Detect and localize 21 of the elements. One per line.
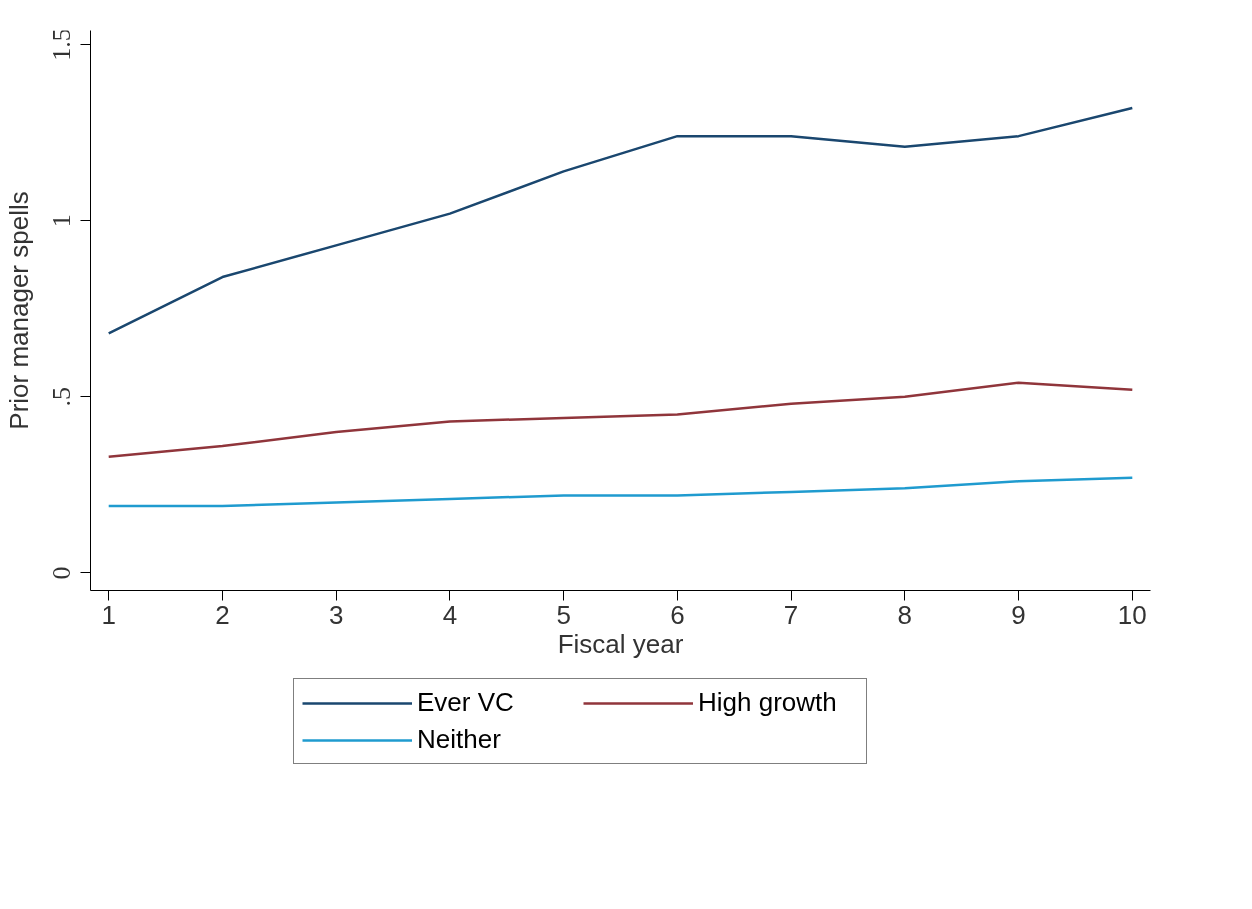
y-axis-title: Prior manager spells bbox=[3, 191, 34, 430]
x-tick-label: 7 bbox=[783, 599, 799, 630]
x-tick-label: 2 bbox=[215, 599, 230, 630]
y-tick-label: 0 bbox=[47, 566, 76, 580]
y-tick-label: 1 bbox=[47, 214, 76, 228]
legend-label: Ever VC bbox=[417, 687, 515, 718]
legend-label: High growth bbox=[698, 687, 838, 718]
x-tick-label: 4 bbox=[442, 599, 458, 630]
line-series bbox=[107, 106, 1134, 335]
line-series bbox=[107, 476, 1134, 508]
x-tick-label: 6 bbox=[670, 599, 685, 630]
x-tick-label: 3 bbox=[328, 599, 344, 630]
line-series bbox=[107, 381, 1134, 458]
x-tick-label: 10 bbox=[1117, 599, 1147, 630]
x-tick-label: 1 bbox=[101, 599, 116, 630]
legend-label: Neither bbox=[417, 724, 502, 755]
x-axis-title: Fiscal year bbox=[557, 628, 684, 659]
x-tick-label: 8 bbox=[897, 599, 913, 630]
y-tick-label: .5 bbox=[47, 387, 76, 407]
x-tick-label: 5 bbox=[556, 599, 571, 630]
x-tick-label: 9 bbox=[1011, 599, 1026, 630]
